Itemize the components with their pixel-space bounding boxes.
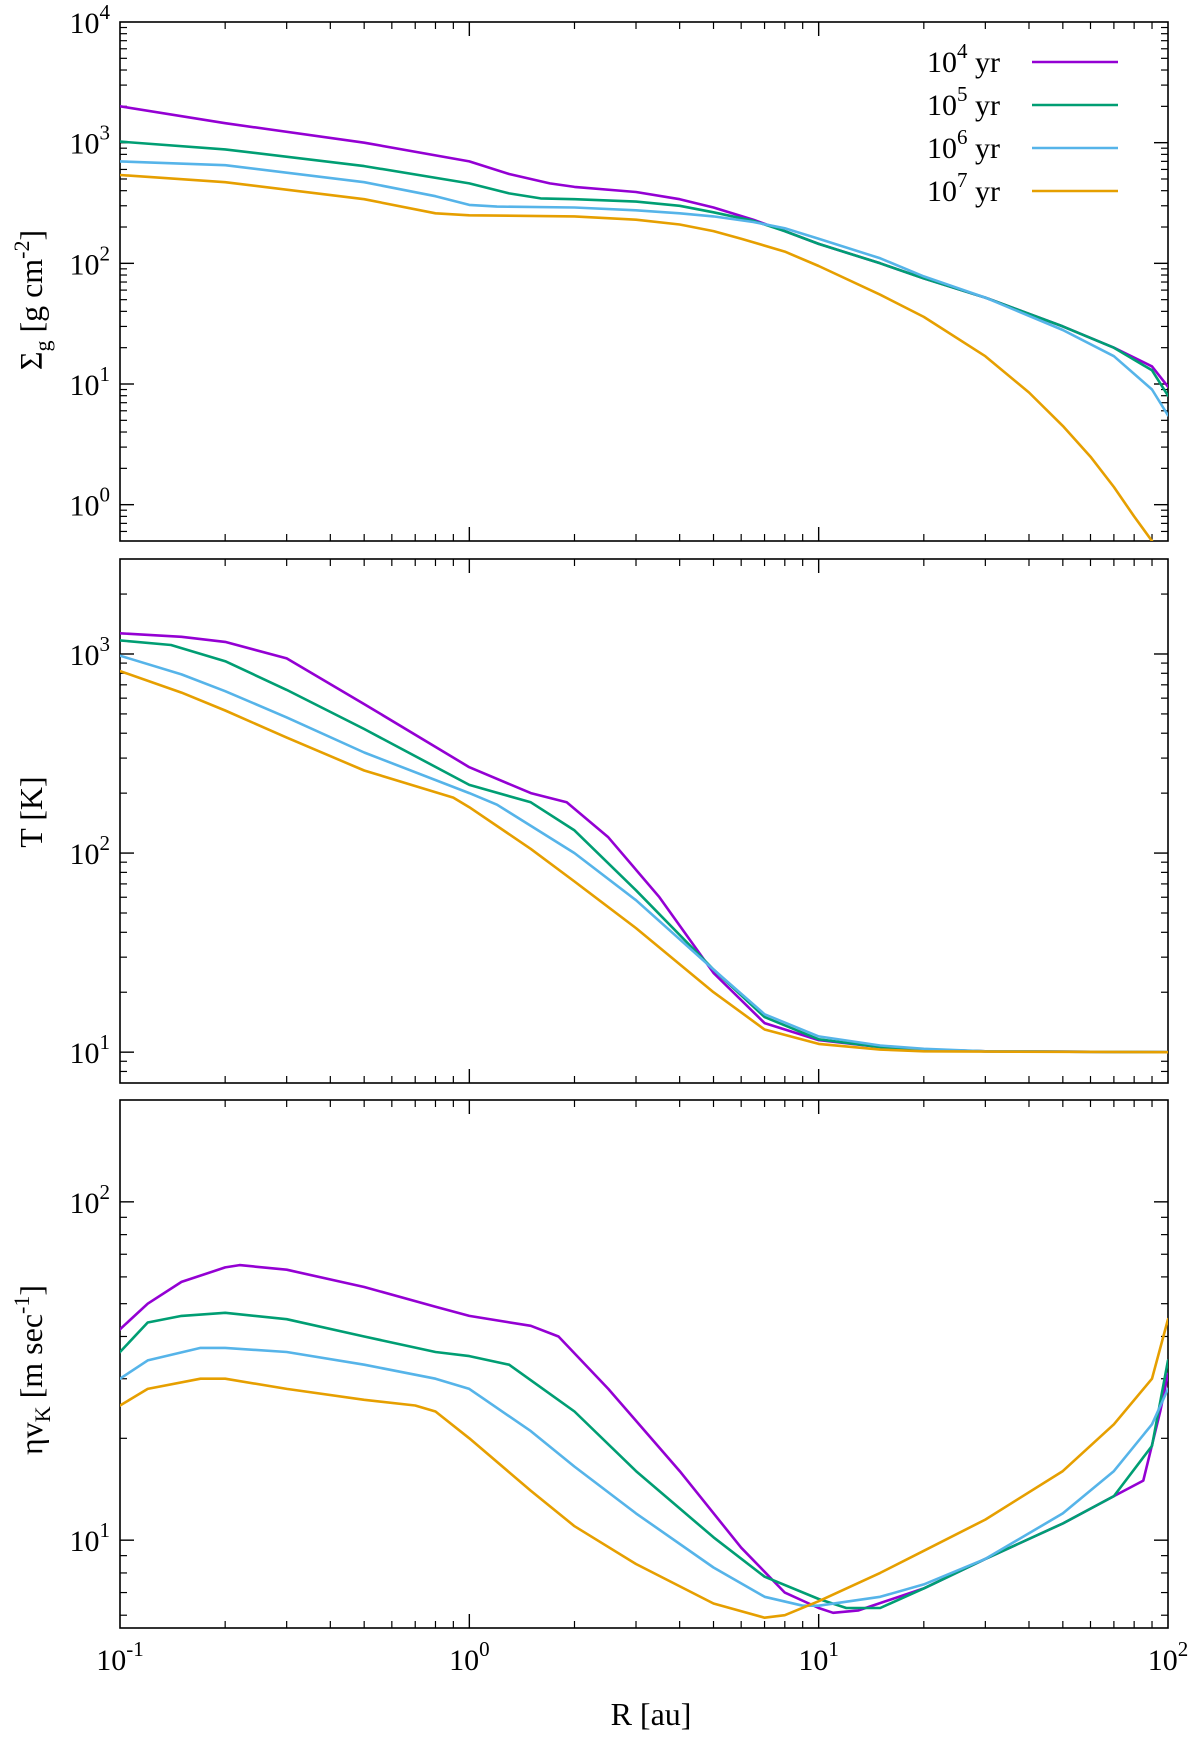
y-tick-label: 101 [70, 362, 111, 402]
major-ticks [120, 1100, 1168, 1628]
series-line-3 [120, 1346, 1168, 1607]
y-tick-label: 102 [70, 831, 111, 871]
series-line-2 [120, 140, 1168, 398]
series-line-4 [120, 669, 1168, 1054]
series-group [120, 1263, 1168, 1619]
temperature-panel: 101 102 103 T [K] [13, 558, 1169, 1084]
y-axis-label: Σg [g cm-2] [9, 230, 55, 370]
x-axis-label: R [au] [611, 1696, 692, 1732]
series-line-4 [120, 1317, 1168, 1619]
legend-label: 105 yr [927, 82, 1000, 122]
series-line-4 [120, 173, 1154, 541]
y-axis-label: T [K] [13, 776, 49, 847]
x-tick-label: 101 [798, 1637, 839, 1677]
y-tick-label: 101 [70, 1030, 111, 1070]
y-tick-label: 100 [70, 483, 111, 523]
x-tick-label: 100 [449, 1637, 490, 1677]
minor-ticks [120, 559, 1168, 1083]
minor-ticks [120, 22, 1168, 541]
series-line-3 [120, 654, 1168, 1054]
x-tick-label: 102 [1148, 1637, 1189, 1677]
y-axis-label: ηvK [m sec-1] [9, 1285, 55, 1455]
tick-labels: 100 101 102 103 104 [70, 0, 111, 523]
tick-labels: 101 102 103 [70, 632, 111, 1070]
legend-label: 104 yr [927, 39, 1000, 79]
y-tick-label: 103 [70, 632, 111, 672]
series-line-3 [120, 160, 1168, 417]
legend-label: 106 yr [927, 125, 1000, 165]
y-tick-label: 102 [70, 1180, 111, 1220]
y-tick-label: 103 [70, 121, 111, 161]
tick-labels: 101 102 10-1 100 101 102 [70, 1180, 1189, 1677]
plot-frame [119, 558, 1169, 1084]
major-ticks [120, 559, 1168, 1083]
series-group [120, 105, 1168, 541]
legend-label: 107 yr [927, 168, 1000, 208]
y-tick-label: 101 [70, 1518, 111, 1558]
y-tick-label: 102 [70, 241, 111, 281]
y-tick-label: 104 [70, 0, 111, 40]
series-line-2 [120, 1311, 1168, 1610]
x-tick-label: 10-1 [96, 1637, 144, 1677]
series-group [120, 631, 1168, 1054]
eta-vk-panel: 101 102 10-1 100 101 102 ηvK [m sec-1] R [au] [9, 1099, 1189, 1732]
